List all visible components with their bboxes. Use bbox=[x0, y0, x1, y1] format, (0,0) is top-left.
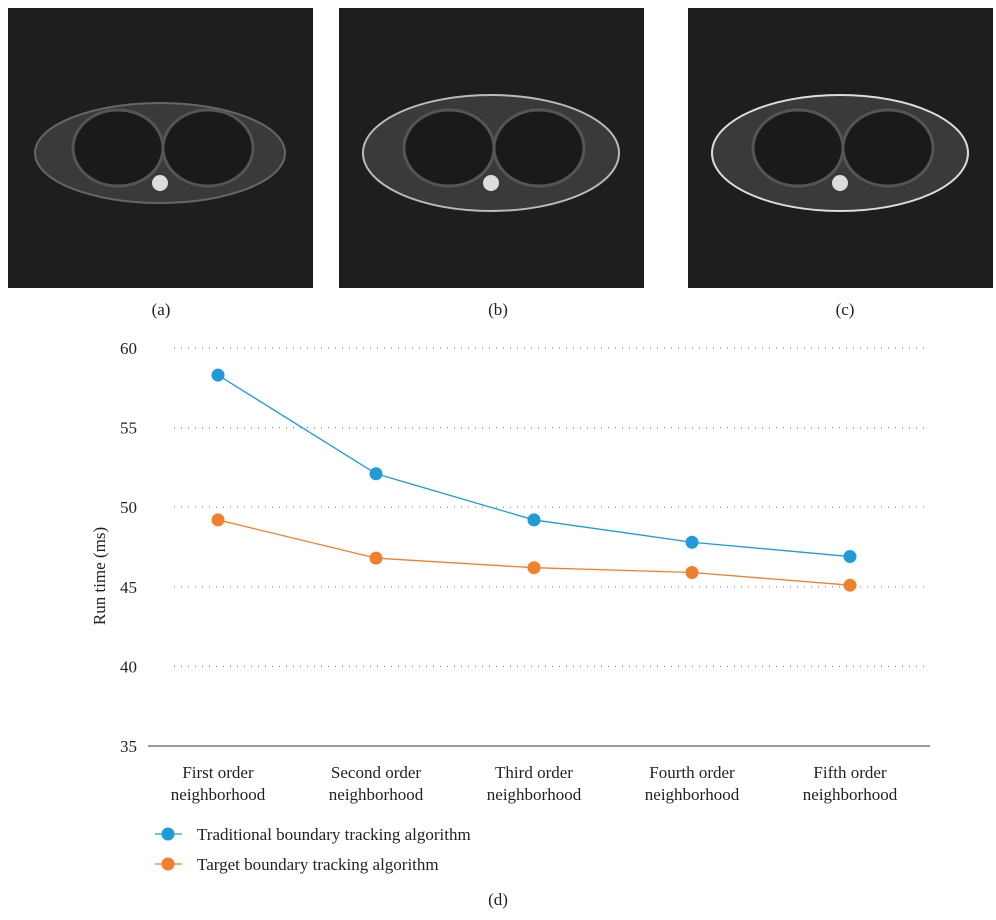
y-tick-label: 55 bbox=[120, 419, 137, 438]
legend-marker bbox=[161, 827, 175, 841]
x-tick-label: Fourth order neighborhood bbox=[645, 763, 740, 804]
panel-label-c: (c) bbox=[835, 300, 855, 319]
data-point bbox=[211, 368, 225, 382]
panel-label-b: (b) bbox=[488, 300, 508, 319]
panel-label-d: (d) bbox=[488, 890, 508, 909]
y-tick-label: 60 bbox=[120, 339, 137, 358]
mri-image-traditional-boundary bbox=[339, 8, 644, 288]
mri-image-target-boundary bbox=[688, 8, 993, 288]
series-line bbox=[217, 374, 851, 558]
run-time-line-chart: 35 40 45 50 55 60 Run time (ms) First order ne… bbox=[90, 339, 930, 874]
x-tick-label: Second order neighborhood bbox=[329, 763, 424, 804]
data-point bbox=[527, 513, 541, 527]
data-point bbox=[843, 550, 857, 564]
y-tick-label: 40 bbox=[120, 657, 137, 676]
y-tick-labels: 35 40 45 50 55 60 bbox=[120, 339, 137, 756]
mri-image-original bbox=[8, 8, 313, 288]
y-axis-label: Run time (ms) bbox=[90, 527, 109, 625]
data-point bbox=[685, 565, 699, 579]
legend-marker bbox=[161, 857, 175, 871]
data-point bbox=[685, 535, 699, 549]
series-group bbox=[211, 368, 857, 592]
legend-label: Traditional boundary tracking algorithm bbox=[197, 825, 471, 844]
y-tick-label: 35 bbox=[120, 737, 137, 756]
y-tick-label: 50 bbox=[120, 498, 137, 517]
data-point bbox=[369, 551, 383, 565]
x-tick-label: First order neighborhood bbox=[171, 763, 266, 804]
data-point bbox=[211, 513, 225, 527]
y-tick-label: 45 bbox=[120, 578, 137, 597]
data-point bbox=[527, 561, 541, 575]
legend: Traditional boundary tracking algorithm T… bbox=[155, 825, 471, 874]
legend-label: Target boundary tracking algorithm bbox=[197, 855, 439, 874]
data-point bbox=[843, 578, 857, 592]
x-tick-label: Fifth order neighborhood bbox=[803, 763, 898, 804]
data-point bbox=[369, 467, 383, 481]
grid-lines bbox=[174, 347, 930, 667]
panel-label-a: (a) bbox=[151, 300, 171, 319]
x-tick-label: Third order neighborhood bbox=[487, 763, 582, 804]
x-tick-labels: First order neighborhood Second order neigh… bbox=[171, 763, 898, 804]
series-line bbox=[217, 519, 851, 586]
